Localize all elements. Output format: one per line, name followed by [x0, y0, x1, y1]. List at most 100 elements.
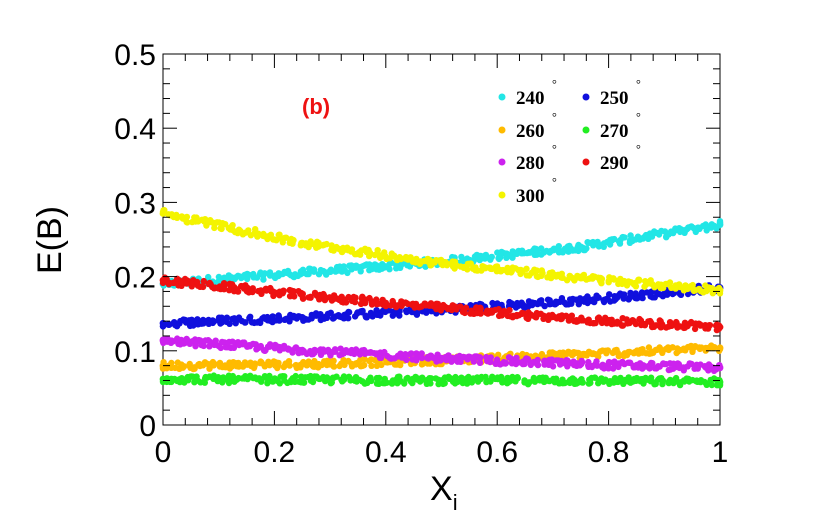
y-tick-label: 0.2: [114, 262, 156, 295]
series-250-marker: [204, 317, 211, 324]
x-tick-label: 0: [155, 436, 172, 469]
legend-item-290: 290 °: [582, 142, 641, 174]
series-300-marker: [252, 226, 259, 233]
y-tick-labels: 0 0.1 0.2 0.3 0.4 0.5: [114, 39, 156, 443]
series-290-marker: [451, 303, 459, 310]
series-300-marker: [189, 218, 196, 226]
series-250-marker: [562, 301, 570, 308]
series-270-marker: [676, 381, 684, 389]
series-280-marker: [320, 346, 327, 353]
series-260-marker: [233, 363, 240, 370]
series-290-marker: [477, 304, 484, 311]
series-290-marker: [614, 318, 621, 325]
series-280-marker: [523, 355, 530, 362]
series-260-marker: [345, 357, 352, 365]
series-290-marker: [706, 322, 714, 329]
series-240-marker: [550, 245, 558, 252]
series-300-marker: [569, 274, 576, 282]
series-300-marker: [243, 228, 251, 236]
legend-marker: [498, 126, 506, 134]
series-260-marker: [696, 345, 704, 353]
series-280-marker: [289, 349, 296, 356]
series-250-marker: [604, 295, 611, 302]
series-270: [159, 372, 724, 389]
series-300-marker: [229, 222, 236, 229]
series-290-marker: [446, 305, 453, 312]
series-250-marker: [310, 312, 317, 319]
series-300-marker: [307, 238, 314, 245]
series-240-marker: [386, 266, 393, 273]
series-260-point: [577, 351, 585, 358]
series-250-marker: [633, 295, 641, 302]
series-300-marker: [390, 253, 397, 260]
series-300-marker: [377, 254, 384, 262]
series-240-marker: [321, 268, 329, 276]
series-290-marker: [258, 290, 265, 297]
series-260-marker: [538, 350, 546, 358]
series-240-marker: [583, 245, 590, 252]
series-270-marker: [279, 373, 286, 380]
series-280-marker: [476, 359, 484, 366]
series-290-marker: [183, 280, 190, 287]
series-260-marker: [623, 351, 631, 359]
series-290-marker: [234, 288, 242, 295]
series-300-point: [159, 210, 167, 217]
series-240-marker: [355, 263, 362, 271]
series-290-marker: [665, 323, 673, 330]
series-layer: [159, 207, 724, 389]
series-280-marker: [675, 361, 682, 368]
series-270-point: [577, 377, 585, 384]
legend-item-280: 280 °: [498, 142, 557, 174]
series-300-marker: [193, 214, 200, 221]
series-280-point: [438, 354, 445, 362]
series-240-marker: [509, 254, 516, 261]
series-270-marker: [427, 380, 434, 387]
series-290-marker: [305, 294, 312, 301]
series-300-marker: [444, 260, 451, 268]
legend-label: 250: [600, 88, 629, 109]
series-240-marker: [326, 268, 333, 275]
series-260-marker: [275, 359, 282, 367]
series-250-marker: [330, 314, 337, 322]
series-250-marker: [286, 318, 293, 325]
series-270-marker: [647, 374, 655, 381]
series-240-marker: [284, 267, 292, 275]
panel-label: (b): [302, 94, 330, 119]
series-270-marker: [514, 374, 521, 381]
series-240-marker: [504, 251, 511, 259]
series-250-marker: [584, 293, 591, 300]
series-250-marker: [226, 320, 233, 327]
series-300-marker: [426, 257, 433, 264]
series-270-marker: [499, 379, 506, 386]
x-tick-label: 0.6: [476, 436, 518, 469]
series-290-marker: [193, 278, 201, 286]
series-270-marker: [256, 375, 263, 382]
series-260-marker: [391, 361, 399, 368]
series-240-marker: [289, 273, 297, 280]
series-300-marker: [203, 222, 210, 229]
series-280-marker: [403, 356, 410, 363]
series-290-marker: [695, 320, 703, 327]
series-240-marker: [569, 247, 576, 254]
legend-degree: °: [636, 142, 641, 156]
series-300-marker: [684, 285, 691, 293]
series-280-point: [716, 364, 724, 372]
series-250-marker: [209, 317, 216, 324]
series-240-marker: [497, 254, 504, 261]
series-280-marker: [466, 353, 473, 361]
series-300-marker: [213, 219, 221, 226]
x-tick-labels: 0 0.2 0.4 0.6 0.8 1: [155, 436, 729, 469]
series-300-marker: [472, 267, 479, 274]
series-300-marker: [365, 246, 372, 254]
legend: 240 ° 250 ° 260 ° 270 ° 280 ° 290 ° 300 °: [498, 77, 641, 207]
series-280-marker: [381, 350, 388, 357]
series-240-marker: [205, 273, 212, 281]
series-260-marker: [372, 357, 379, 364]
legend-degree: °: [552, 142, 557, 156]
series-260-marker: [614, 349, 621, 357]
series-260-marker: [368, 362, 375, 369]
series-270-marker: [218, 376, 225, 383]
y-tick-label: 0.3: [114, 187, 156, 220]
series-280-marker: [206, 343, 213, 350]
series-240-marker: [266, 269, 274, 276]
